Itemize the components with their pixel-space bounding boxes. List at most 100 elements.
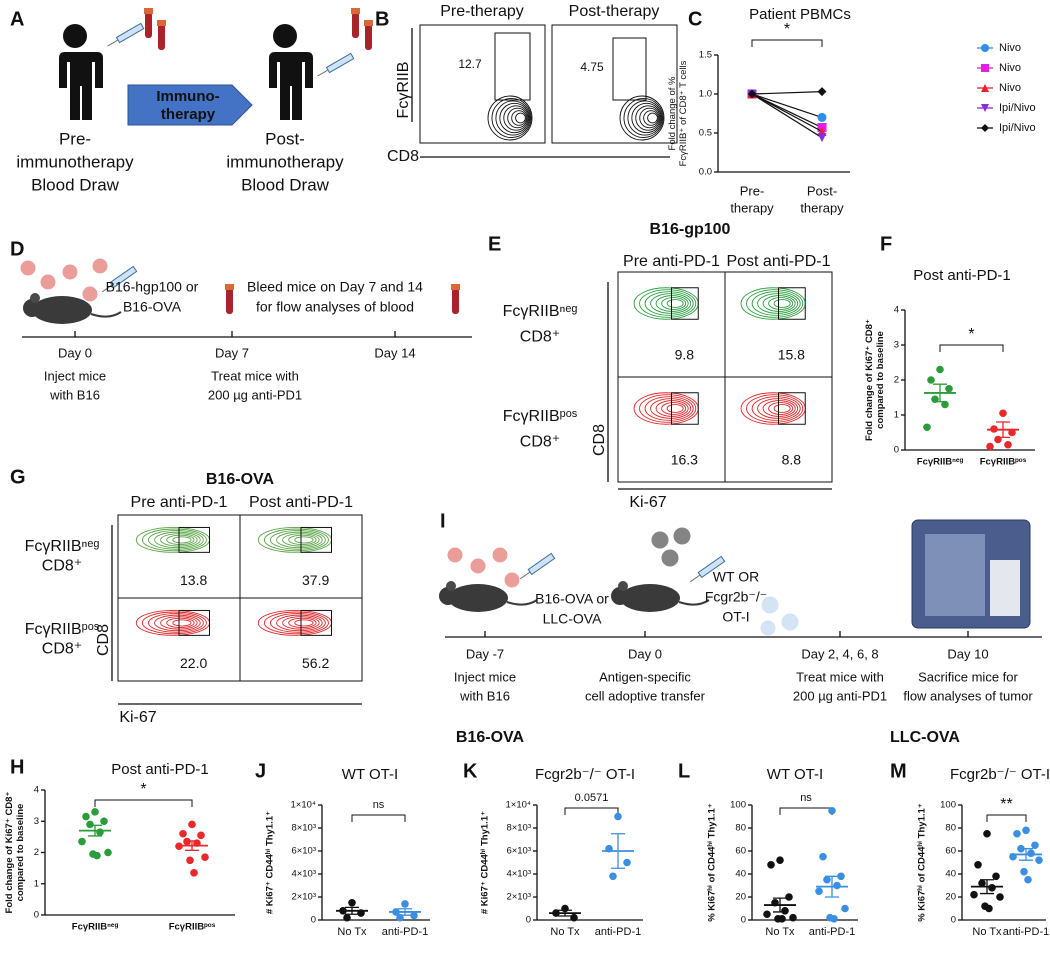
label: Inject mice: [44, 368, 106, 383]
mouse-head: [23, 299, 41, 317]
point: [815, 887, 823, 896]
contour: [294, 619, 314, 627]
point: [343, 913, 351, 922]
x-tick-label: anti-PD-1: [595, 926, 641, 938]
label: WT OR: [713, 569, 759, 585]
y-tick-label: 0.5: [699, 128, 712, 139]
label: with B16: [459, 688, 510, 703]
y-tick-label: 1.5: [699, 50, 712, 61]
point: [609, 872, 617, 881]
error-bar: [825, 875, 839, 898]
panel-letter: A: [10, 8, 24, 30]
tube-cap: [364, 20, 373, 26]
x-tick-label: Pre-: [740, 183, 765, 198]
contour: [773, 299, 791, 308]
contour: [166, 534, 195, 546]
label: immunotherapy: [16, 152, 134, 171]
gate: [671, 392, 699, 425]
contour: [147, 530, 204, 550]
tube-cap: [451, 284, 460, 290]
contour: [263, 611, 329, 635]
y-tick-label: 2×10³: [291, 892, 316, 903]
mouse-tail: [90, 311, 122, 318]
label: Antigen-specific: [599, 669, 691, 684]
point: [789, 913, 797, 922]
y-tick-label: 1: [34, 878, 39, 889]
point: [1013, 829, 1021, 838]
cell: [503, 571, 521, 589]
person-head: [273, 24, 297, 48]
panel-letter: F: [880, 233, 892, 255]
cell: [672, 526, 692, 546]
gate: [671, 287, 699, 320]
gate: [494, 32, 531, 101]
mouse-body: [32, 296, 92, 324]
syringe: [689, 555, 726, 583]
contour: [495, 100, 531, 136]
point: [82, 812, 90, 821]
error-bar: [611, 833, 625, 869]
significance-bracket: [751, 39, 823, 47]
chart-title: Post anti-PD-1: [111, 761, 209, 778]
legend-marker: [981, 104, 989, 112]
label: Post anti-PD-1: [249, 494, 353, 511]
y-tick-label: 1.0: [699, 89, 712, 100]
point: [830, 915, 838, 923]
cell: [81, 285, 99, 303]
label: Day 7: [215, 345, 249, 360]
label: CD8: [387, 148, 419, 165]
label: Blood Draw: [241, 175, 330, 194]
x-tick-label: therapy: [800, 200, 844, 215]
person-body: [263, 52, 313, 120]
x-tick-label: Post-: [807, 183, 837, 198]
point: [945, 384, 953, 393]
contour: [507, 107, 528, 129]
error-bar: [996, 421, 1010, 439]
contour: [269, 613, 326, 633]
row-label: FcγRIIBⁿᵉᵍ: [503, 303, 578, 320]
point: [348, 898, 356, 907]
label: 12.7: [458, 57, 482, 71]
y-axis-label: % Ki67ʰⁱ of CD44ʰⁱ Thy1.1⁺: [917, 803, 928, 922]
chart-title: Fcgr2b⁻/⁻ OT-I: [535, 766, 635, 783]
row-label: FcγRIIBⁿᵉᵍ: [25, 538, 100, 555]
label: Post-therapy: [569, 3, 660, 20]
gate: [778, 287, 806, 320]
contour: [172, 619, 192, 627]
cell: [759, 619, 777, 637]
point: [992, 872, 1000, 881]
panel-letter: D: [10, 238, 24, 260]
y-tick-label: 100: [730, 800, 746, 811]
syringe-barrel: [527, 552, 556, 576]
mouse-tail: [506, 599, 538, 606]
chart-title: Fcgr2b⁻/⁻ OT-I: [950, 766, 1050, 783]
point: [1004, 440, 1012, 449]
x-tick-label: No Tx: [550, 926, 580, 938]
point: [86, 820, 94, 829]
point: [623, 858, 631, 867]
point: [1027, 849, 1035, 858]
label: Post anti-PD-1: [726, 253, 830, 270]
point: [936, 365, 944, 374]
label: Pre anti-PD-1: [131, 494, 228, 511]
error-bar: [933, 383, 947, 403]
person-head: [63, 24, 87, 48]
point: [833, 881, 841, 890]
x-tick-label: FcγRIIBⁿᵉᵍ: [72, 922, 119, 933]
label: CD8: [95, 624, 112, 656]
gate: [178, 526, 210, 553]
point: [941, 400, 949, 409]
syringe: [107, 22, 145, 47]
chart-title: Post anti-PD-1: [913, 267, 1011, 284]
point: [970, 890, 978, 899]
legend-marker: [981, 44, 989, 52]
contour: [644, 291, 694, 316]
point: [817, 112, 827, 122]
contour: [647, 112, 658, 124]
y-axis-label: Fold change of Ki67⁺ CD8⁺: [4, 792, 15, 914]
point: [1022, 826, 1030, 835]
label: with B16: [49, 387, 100, 402]
syringe: [101, 265, 138, 293]
point: [96, 828, 104, 836]
contour: [661, 297, 687, 310]
